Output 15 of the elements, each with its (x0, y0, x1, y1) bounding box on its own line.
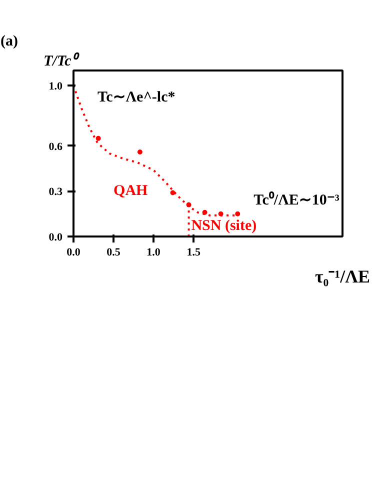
x-tick-label: 1.0 (146, 246, 161, 258)
x-axis-title: τ₀⁻¹/ΛE (315, 266, 370, 286)
y-tick-label: 0.0 (48, 232, 63, 244)
chart-title: (a) (0, 34, 18, 50)
y-tick-label: 1.0 (48, 80, 63, 93)
x-tick-label: 1.5 (186, 246, 201, 258)
y-axis-title: T/Tc⁰ (44, 52, 80, 70)
x-tick-label: 0.0 (66, 246, 81, 258)
annotation: Tc⁰/ΛE∼10⁻³ (254, 190, 340, 208)
annotation: NSN (site) (191, 218, 257, 234)
annotation: Tc∼Λe^-lc* (98, 90, 176, 106)
annotation: QAH (114, 183, 148, 200)
x-tick-label: 0.5 (106, 246, 121, 258)
y-tick-label: 0.6 (48, 140, 63, 153)
y-tick-label: 0.3 (48, 186, 63, 198)
